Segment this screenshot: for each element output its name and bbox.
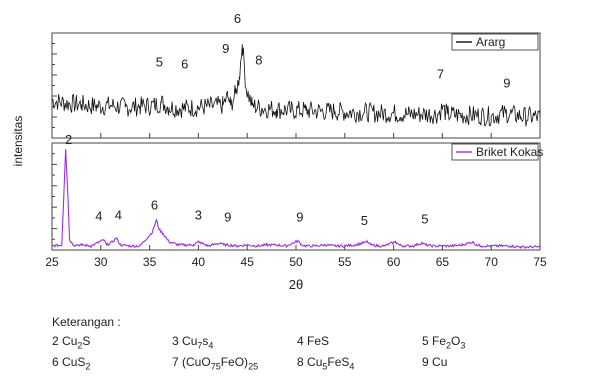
formula-subscript: 7: [197, 340, 203, 351]
formula-text: Cu: [303, 355, 323, 369]
formula-text: Fe: [428, 334, 447, 348]
keterangan-item: 8 Cu5FeS4: [297, 355, 354, 371]
formula-text: S: [82, 334, 91, 348]
peak-label: 8: [255, 53, 262, 68]
keterangan-item: 2 Cu2S: [52, 334, 90, 350]
formula-text: O: [451, 334, 461, 348]
x-tick-label: 50: [289, 255, 303, 269]
peak-label: 6: [181, 57, 188, 72]
keterangan-number: 8: [297, 355, 304, 369]
keterangan-number: 6: [52, 355, 59, 369]
legend-keterangan: Keterangan : 2 Cu2S 3 Cu7s4 4 FeS 5 Fe2O3 6 …: [52, 315, 592, 380]
peak-label: 5: [421, 212, 428, 227]
series-line-ararg: [51, 43, 541, 127]
y-axis-label: intensitas: [11, 116, 25, 167]
keterangan-item: 7 (CuO75FeO)25: [172, 355, 258, 371]
formula-subscript: 5: [322, 361, 328, 372]
formula-subscript: 2: [77, 340, 83, 351]
x-tick-label: 35: [143, 255, 157, 269]
peak-label: 9: [296, 210, 303, 225]
keterangan-number: 4: [297, 334, 304, 348]
keterangan-number: 7: [172, 355, 179, 369]
peak-label: 7: [437, 67, 444, 82]
x-tick-label: 30: [94, 255, 108, 269]
formula-text: (CuO: [178, 355, 211, 369]
formula-subscript: 4: [208, 340, 214, 351]
formula-text: Cu: [428, 355, 448, 369]
formula-text: FeS: [327, 355, 350, 369]
legend-box: [451, 143, 539, 161]
formula-subscript: 75: [210, 361, 221, 372]
peak-label: 6: [151, 198, 158, 213]
formula-text: Cu: [58, 334, 78, 348]
formula-subscript: 2: [85, 361, 91, 372]
formula-text: s: [202, 334, 209, 348]
peak-label: 4: [95, 209, 102, 224]
keterangan-item: 5 Fe2O3: [422, 334, 465, 350]
x-tick-label: 45: [241, 255, 255, 269]
formula-subscript: 4: [349, 361, 355, 372]
peak-label: 5: [156, 55, 163, 70]
series-line-briket-kokas: [51, 148, 541, 250]
peak-label: 2: [65, 132, 72, 147]
peak-label: 4: [115, 208, 122, 223]
legend-label: Ararg: [476, 35, 505, 49]
x-tick-label: 75: [533, 255, 547, 269]
formula-text: Cu: [178, 334, 198, 348]
x-tick-label: 60: [387, 255, 401, 269]
x-tick-label: 40: [192, 255, 206, 269]
x-tick-label: 25: [45, 255, 59, 269]
peak-label: 3: [195, 208, 202, 223]
formula-subscript: 2: [446, 340, 452, 351]
keterangan-number: 5: [422, 334, 429, 348]
formula-text: CuS: [58, 355, 86, 369]
keterangan-number: 3: [172, 334, 179, 348]
keterangan-item: 6 CuS2: [52, 355, 90, 371]
peak-label: 9: [503, 76, 510, 91]
x-tick-label: 70: [485, 255, 499, 269]
keterangan-item: 3 Cu7s4: [172, 334, 213, 350]
keterangan-item: 9 Cu: [422, 355, 447, 369]
formula-text: FeO): [220, 355, 249, 369]
legend-box: [451, 33, 539, 51]
legend-label: Briket Kokas: [476, 145, 543, 159]
peak-label: 9: [222, 41, 229, 56]
keterangan-number: 2: [52, 334, 59, 348]
peak-label: 5: [361, 213, 368, 228]
keterangan-item: 4 FeS: [297, 334, 329, 348]
peak-label: 6: [234, 11, 241, 26]
keterangan-number: 9: [422, 355, 429, 369]
formula-subscript: 3: [460, 340, 466, 351]
formula-subscript: 25: [248, 361, 259, 372]
x-axis-label: 2θ: [289, 277, 303, 292]
peak-label: 9: [224, 210, 231, 225]
formula-text: FeS: [303, 334, 330, 348]
x-tick-label: 55: [338, 255, 352, 269]
x-tick-label: 65: [436, 255, 450, 269]
keterangan-title: Keterangan :: [52, 315, 121, 329]
